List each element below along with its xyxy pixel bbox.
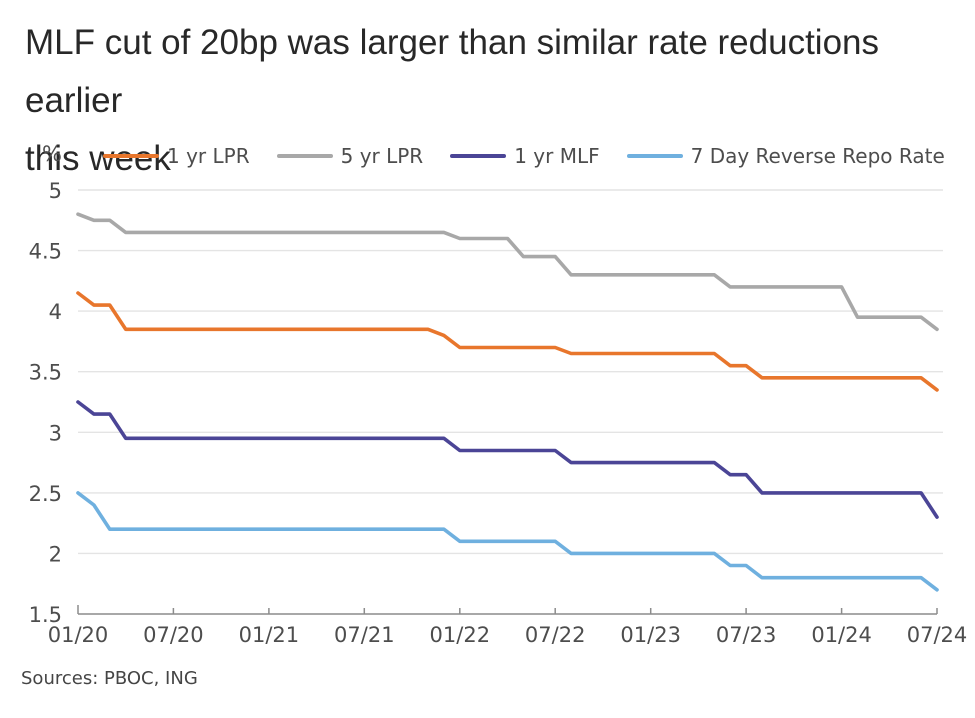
y-tick-label-3.5: 3.5 — [29, 361, 62, 385]
x-tick-label-07/22: 07/22 — [525, 623, 586, 647]
legend-item-1yr-mlf: 1 yr MLF — [450, 144, 600, 168]
y-tick-label-2.5: 2.5 — [29, 482, 62, 506]
series-line-5yr-lpr — [76, 212, 939, 332]
y-tick-label-3: 3 — [49, 421, 62, 445]
y-tick-label-4: 4 — [49, 300, 62, 324]
legend-swatch-1yr-lpr-icon — [103, 154, 159, 158]
x-tick-label-07/21: 07/21 — [334, 623, 395, 647]
legend-item-7d-reverse-repo: 7 Day Reverse Repo Rate — [626, 144, 945, 168]
chart-title-line-1: MLF cut of 20bp was larger than similar … — [25, 23, 879, 120]
legend-item-1yr-lpr: 1 yr LPR — [103, 144, 250, 168]
legend-swatch-7d-reverse-repo-icon — [626, 154, 683, 158]
legend-label-1yr-lpr: 1 yr LPR — [167, 144, 250, 168]
series-line-1yr-mlf — [76, 400, 939, 519]
x-tick-label-01/20: 01/20 — [48, 623, 109, 647]
x-tick-label-01/24: 01/24 — [811, 623, 872, 647]
y-tick-label-1.5: 1.5 — [29, 603, 62, 627]
legend-label-7d-reverse-repo: 7 Day Reverse Repo Rate — [690, 144, 945, 168]
x-tick-label-01/21: 01/21 — [239, 623, 300, 647]
x-tick-label-01/22: 01/22 — [430, 623, 491, 647]
chart-legend: 1 yr LPR 5 yr LPR 1 yr MLF 7 Day Reverse… — [103, 144, 945, 168]
x-tick-label-07/20: 07/20 — [143, 623, 204, 647]
y-tick-label-5: 5 — [49, 179, 62, 203]
source-note: Sources: PBOC, ING — [21, 668, 198, 689]
x-tick-label-01/23: 01/23 — [620, 623, 681, 647]
y-axis-unit-label: % — [42, 142, 62, 166]
chart-title: MLF cut of 20bp was larger than similar … — [25, 14, 955, 188]
legend-swatch-1yr-mlf-icon — [450, 154, 507, 158]
series-line-1yr-lpr — [76, 291, 939, 392]
y-tick-label-4.5: 4.5 — [29, 240, 62, 264]
chart-title-line-2: this week — [25, 139, 171, 178]
legend-swatch-5yr-lpr-icon — [276, 154, 333, 158]
legend-item-5yr-lpr: 5 yr LPR — [276, 144, 424, 168]
y-tick-label-2: 2 — [49, 542, 62, 566]
legend-label-1yr-mlf: 1 yr MLF — [514, 144, 600, 168]
x-tick-label-07/23: 07/23 — [716, 623, 777, 647]
series-line-7d-reverse-repo — [76, 491, 939, 592]
legend-label-5yr-lpr: 5 yr LPR — [340, 144, 424, 168]
x-tick-label-07/24: 07/24 — [907, 623, 968, 647]
